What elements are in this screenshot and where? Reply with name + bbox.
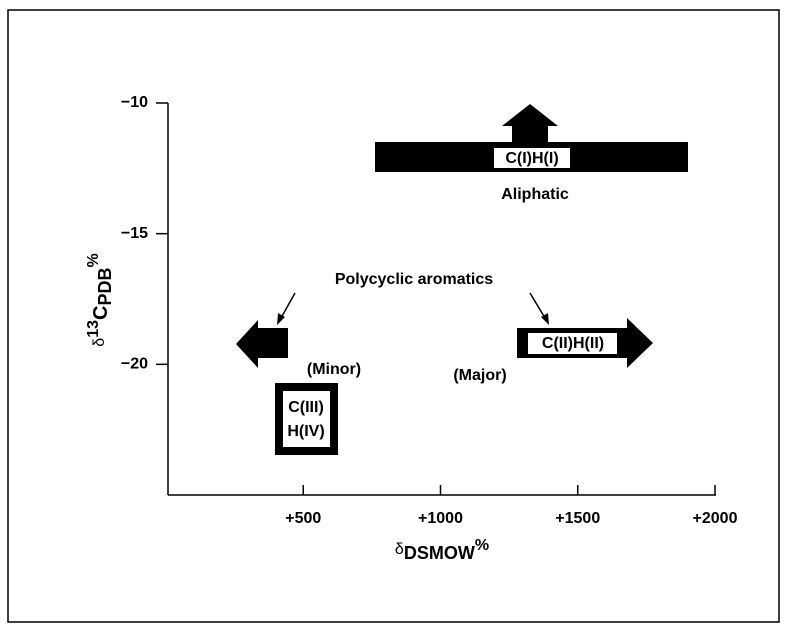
x-tick-label: +500	[285, 510, 321, 527]
box-label: C(I)H(I)	[505, 150, 558, 167]
y-tick-label: −20	[121, 356, 148, 373]
box-label: C(III)	[288, 399, 324, 416]
box-inner	[283, 391, 330, 447]
label-box	[494, 148, 570, 168]
up-arrow-shaft	[512, 122, 548, 144]
left-arrow-body	[256, 328, 288, 358]
region-label: Aliphatic	[501, 186, 569, 203]
region-label: Polycyclic aromatics	[335, 271, 493, 288]
frame	[7, 9, 780, 623]
right-arrow-head	[627, 318, 653, 368]
pointer-head	[541, 313, 549, 325]
x-axis-label: δDSMOW%	[395, 537, 489, 563]
up-arrow-head	[502, 104, 558, 126]
box-label: H(IV)	[287, 423, 324, 440]
x-tick-label: +1000	[418, 510, 463, 527]
label-box	[528, 333, 617, 354]
box-label: C(II)H(II)	[542, 335, 604, 352]
pointer	[529, 292, 546, 319]
region-label: (Major)	[453, 367, 506, 384]
pointer-head	[277, 313, 285, 325]
left-arrow-head	[236, 320, 258, 368]
y-tick-label: −15	[121, 225, 148, 242]
pointer	[280, 292, 296, 319]
y-tick-label: −10	[121, 94, 148, 111]
y-axis-label: δ13CPDB%	[85, 253, 115, 346]
x-tick-label: +1500	[555, 510, 600, 527]
region-label: (Minor)	[307, 361, 361, 378]
x-tick-label: +2000	[693, 510, 738, 527]
